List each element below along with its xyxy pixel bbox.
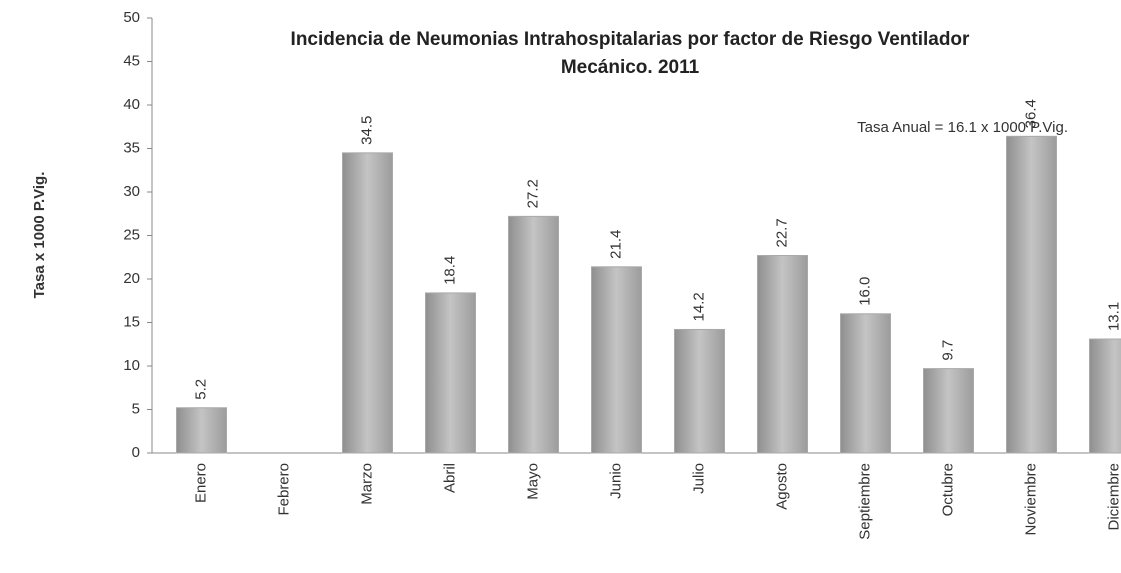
y-tick-label: 5 [132,400,140,417]
y-tick-label: 20 [123,270,140,287]
y-tick-label: 50 [123,9,140,26]
y-tick-label: 15 [123,313,140,330]
value-label: 34.5 [358,116,375,145]
annotation: Tasa Anual = 16.1 x 1000 P.Vig. [857,119,1068,136]
x-tick-label: Febrero [275,463,292,516]
y-tick-label: 10 [123,357,140,374]
value-label: 13.1 [1105,302,1121,331]
x-tick-label: Marzo [358,463,375,505]
x-tick-label: Septiembre [856,463,873,540]
bar [591,266,642,454]
value-label: 22.7 [773,218,790,247]
y-tick-label: 40 [123,96,140,113]
x-tick-label: Mayo [524,463,541,500]
chart-title: Mecánico. 2011 [561,57,700,78]
value-label: 5.2 [192,379,209,400]
y-tick-label: 0 [132,444,140,461]
value-label: 9.7 [939,340,956,361]
bar [840,313,891,454]
bar [923,368,974,454]
bar [1006,135,1057,454]
chart-title: Incidencia de Neumonias Intrahospitalari… [291,29,970,50]
y-tick-label: 35 [123,139,140,156]
bar [425,292,476,454]
x-tick-label: Octubre [939,463,956,516]
y-tick-label: 25 [123,226,140,243]
bar [508,215,559,454]
x-tick-label: Julio [690,463,707,494]
bar [176,407,227,454]
x-tick-label: Diciembre [1105,463,1121,531]
x-tick-label: Noviembre [1022,463,1039,536]
x-tick-label: Agosto [773,463,790,510]
value-label: 16.0 [856,277,873,306]
bar [674,328,725,454]
value-label: 36.4 [1022,99,1039,128]
y-tick-label: 45 [123,52,140,69]
x-tick-label: Abril [441,463,458,493]
value-label: 14.2 [690,292,707,321]
value-label: 27.2 [524,179,541,208]
bar [342,152,393,454]
y-tick-label: 30 [123,183,140,200]
value-label: 18.4 [441,256,458,285]
bar [1089,338,1121,454]
y-axis-label: Tasa x 1000 P.Vig. [31,172,48,299]
x-tick-label: Junio [607,463,624,499]
value-label: 21.4 [607,230,624,259]
x-tick-label: Enero [192,463,209,503]
bar [757,255,808,454]
